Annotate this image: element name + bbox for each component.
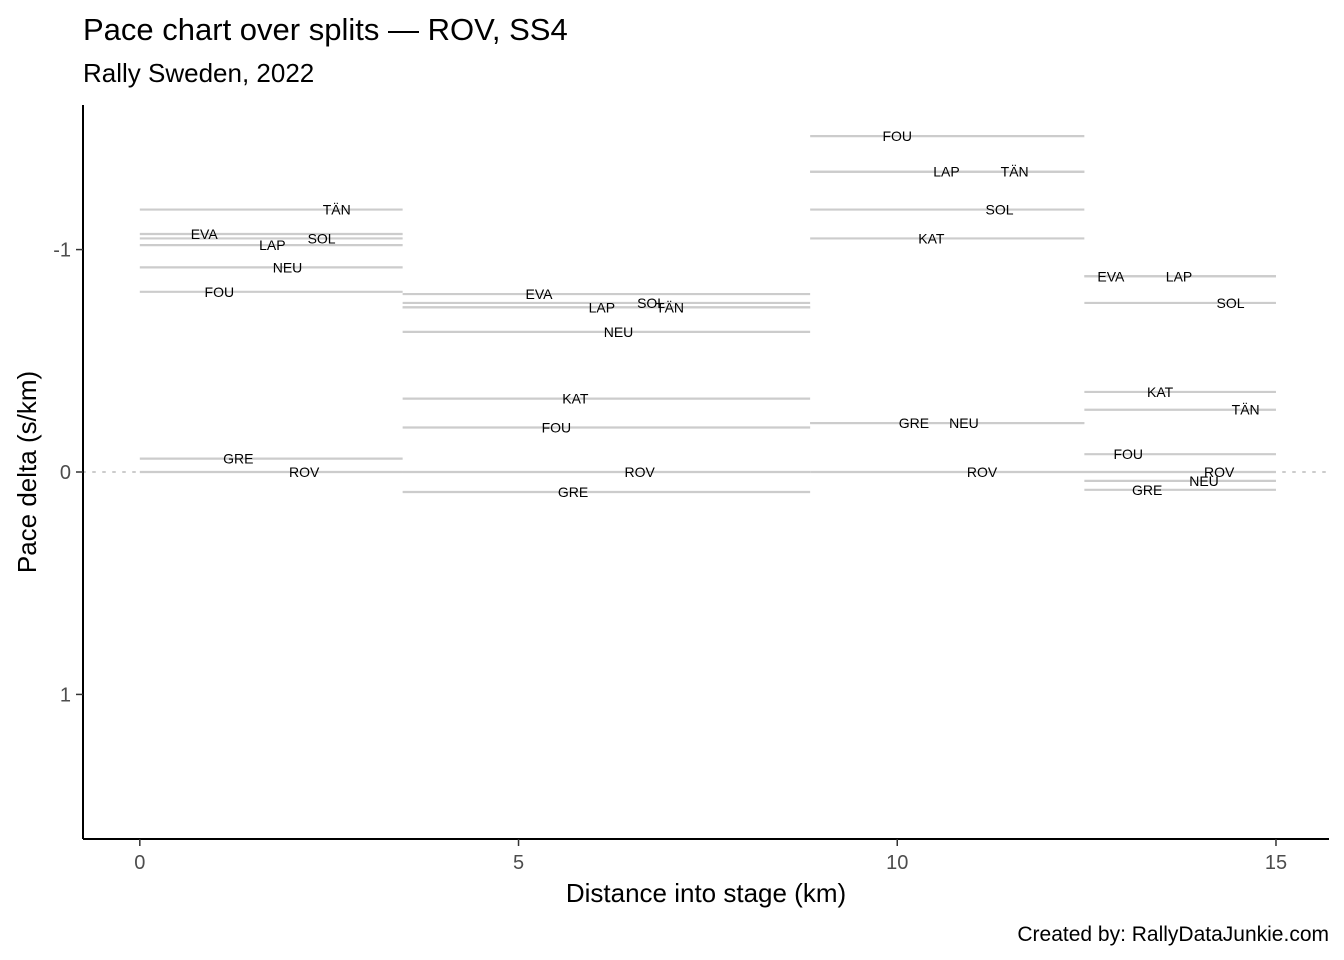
y-tick-label: -1 [53, 240, 71, 262]
driver-label: TÄN [1001, 164, 1029, 180]
split-group: TÄN EVA SOL LAP NEU FOU GRE ROV [139, 202, 403, 480]
driver-label: SOL [986, 202, 1014, 218]
chart-caption: Created by: RallyDataJunkie.com [1017, 923, 1329, 946]
driver-label: NEU [1189, 473, 1219, 489]
driver-label: GRE [1132, 482, 1162, 498]
driver-label: EVA [191, 226, 219, 242]
driver-label: ROV [967, 464, 998, 480]
driver-label: EVA [1097, 268, 1125, 284]
driver-label: SOL [637, 295, 665, 311]
chart-subtitle: Rally Sweden, 2022 [83, 58, 314, 88]
driver-label: LAP [1166, 268, 1192, 284]
x-axis-title: Distance into stage (km) [566, 878, 846, 908]
driver-label: ROV [625, 464, 656, 480]
driver-label: TÄN [323, 202, 351, 218]
x-tick-label: 0 [134, 852, 145, 874]
split-group: EVA SOL LAP TÄN NEU KAT FOU ROV GRE [402, 286, 811, 500]
driver-label: GRE [223, 451, 253, 467]
driver-label: NEU [949, 415, 979, 431]
driver-label: FOU [1113, 446, 1143, 462]
x-tick-label: 10 [886, 852, 908, 874]
y-axis-title: Pace delta (s/km) [12, 371, 42, 573]
driver-label: KAT [562, 391, 589, 407]
split-group: FOU LAP TÄN SOL KAT GRE NEU ROV [810, 128, 1085, 480]
driver-label: ROV [289, 464, 320, 480]
x-tick-label: 5 [513, 852, 524, 874]
chart-title: Pace chart over splits — ROV, SS4 [83, 12, 568, 47]
driver-label: NEU [273, 259, 303, 275]
axis-ticks: 0 5 10 15 -1 0 1 [53, 240, 1287, 874]
driver-label: SOL [308, 230, 336, 246]
driver-label: GRE [899, 415, 929, 431]
driver-label: NEU [604, 324, 634, 340]
driver-label: LAP [589, 299, 615, 315]
driver-label: LAP [259, 237, 285, 253]
driver-label: FOU [882, 128, 912, 144]
plot-area: TÄN EVA SOL LAP NEU FOU GRE ROV EVA SOL LAP TÄN NEU K… [82, 128, 1330, 500]
driver-label: TÄN [1232, 402, 1260, 418]
driver-label: KAT [918, 230, 945, 246]
y-tick-label: 0 [60, 462, 71, 484]
driver-label: EVA [525, 286, 553, 302]
driver-label: SOL [1217, 295, 1245, 311]
driver-label: FOU [205, 284, 235, 300]
driver-label: LAP [933, 164, 959, 180]
driver-label: GRE [558, 484, 588, 500]
driver-label: KAT [1147, 384, 1174, 400]
x-tick-label: 15 [1265, 852, 1287, 874]
driver-label: ROV [1204, 464, 1235, 480]
y-tick-label: 1 [60, 684, 71, 706]
driver-label: FOU [542, 420, 572, 436]
driver-label: TÄN [656, 299, 684, 315]
